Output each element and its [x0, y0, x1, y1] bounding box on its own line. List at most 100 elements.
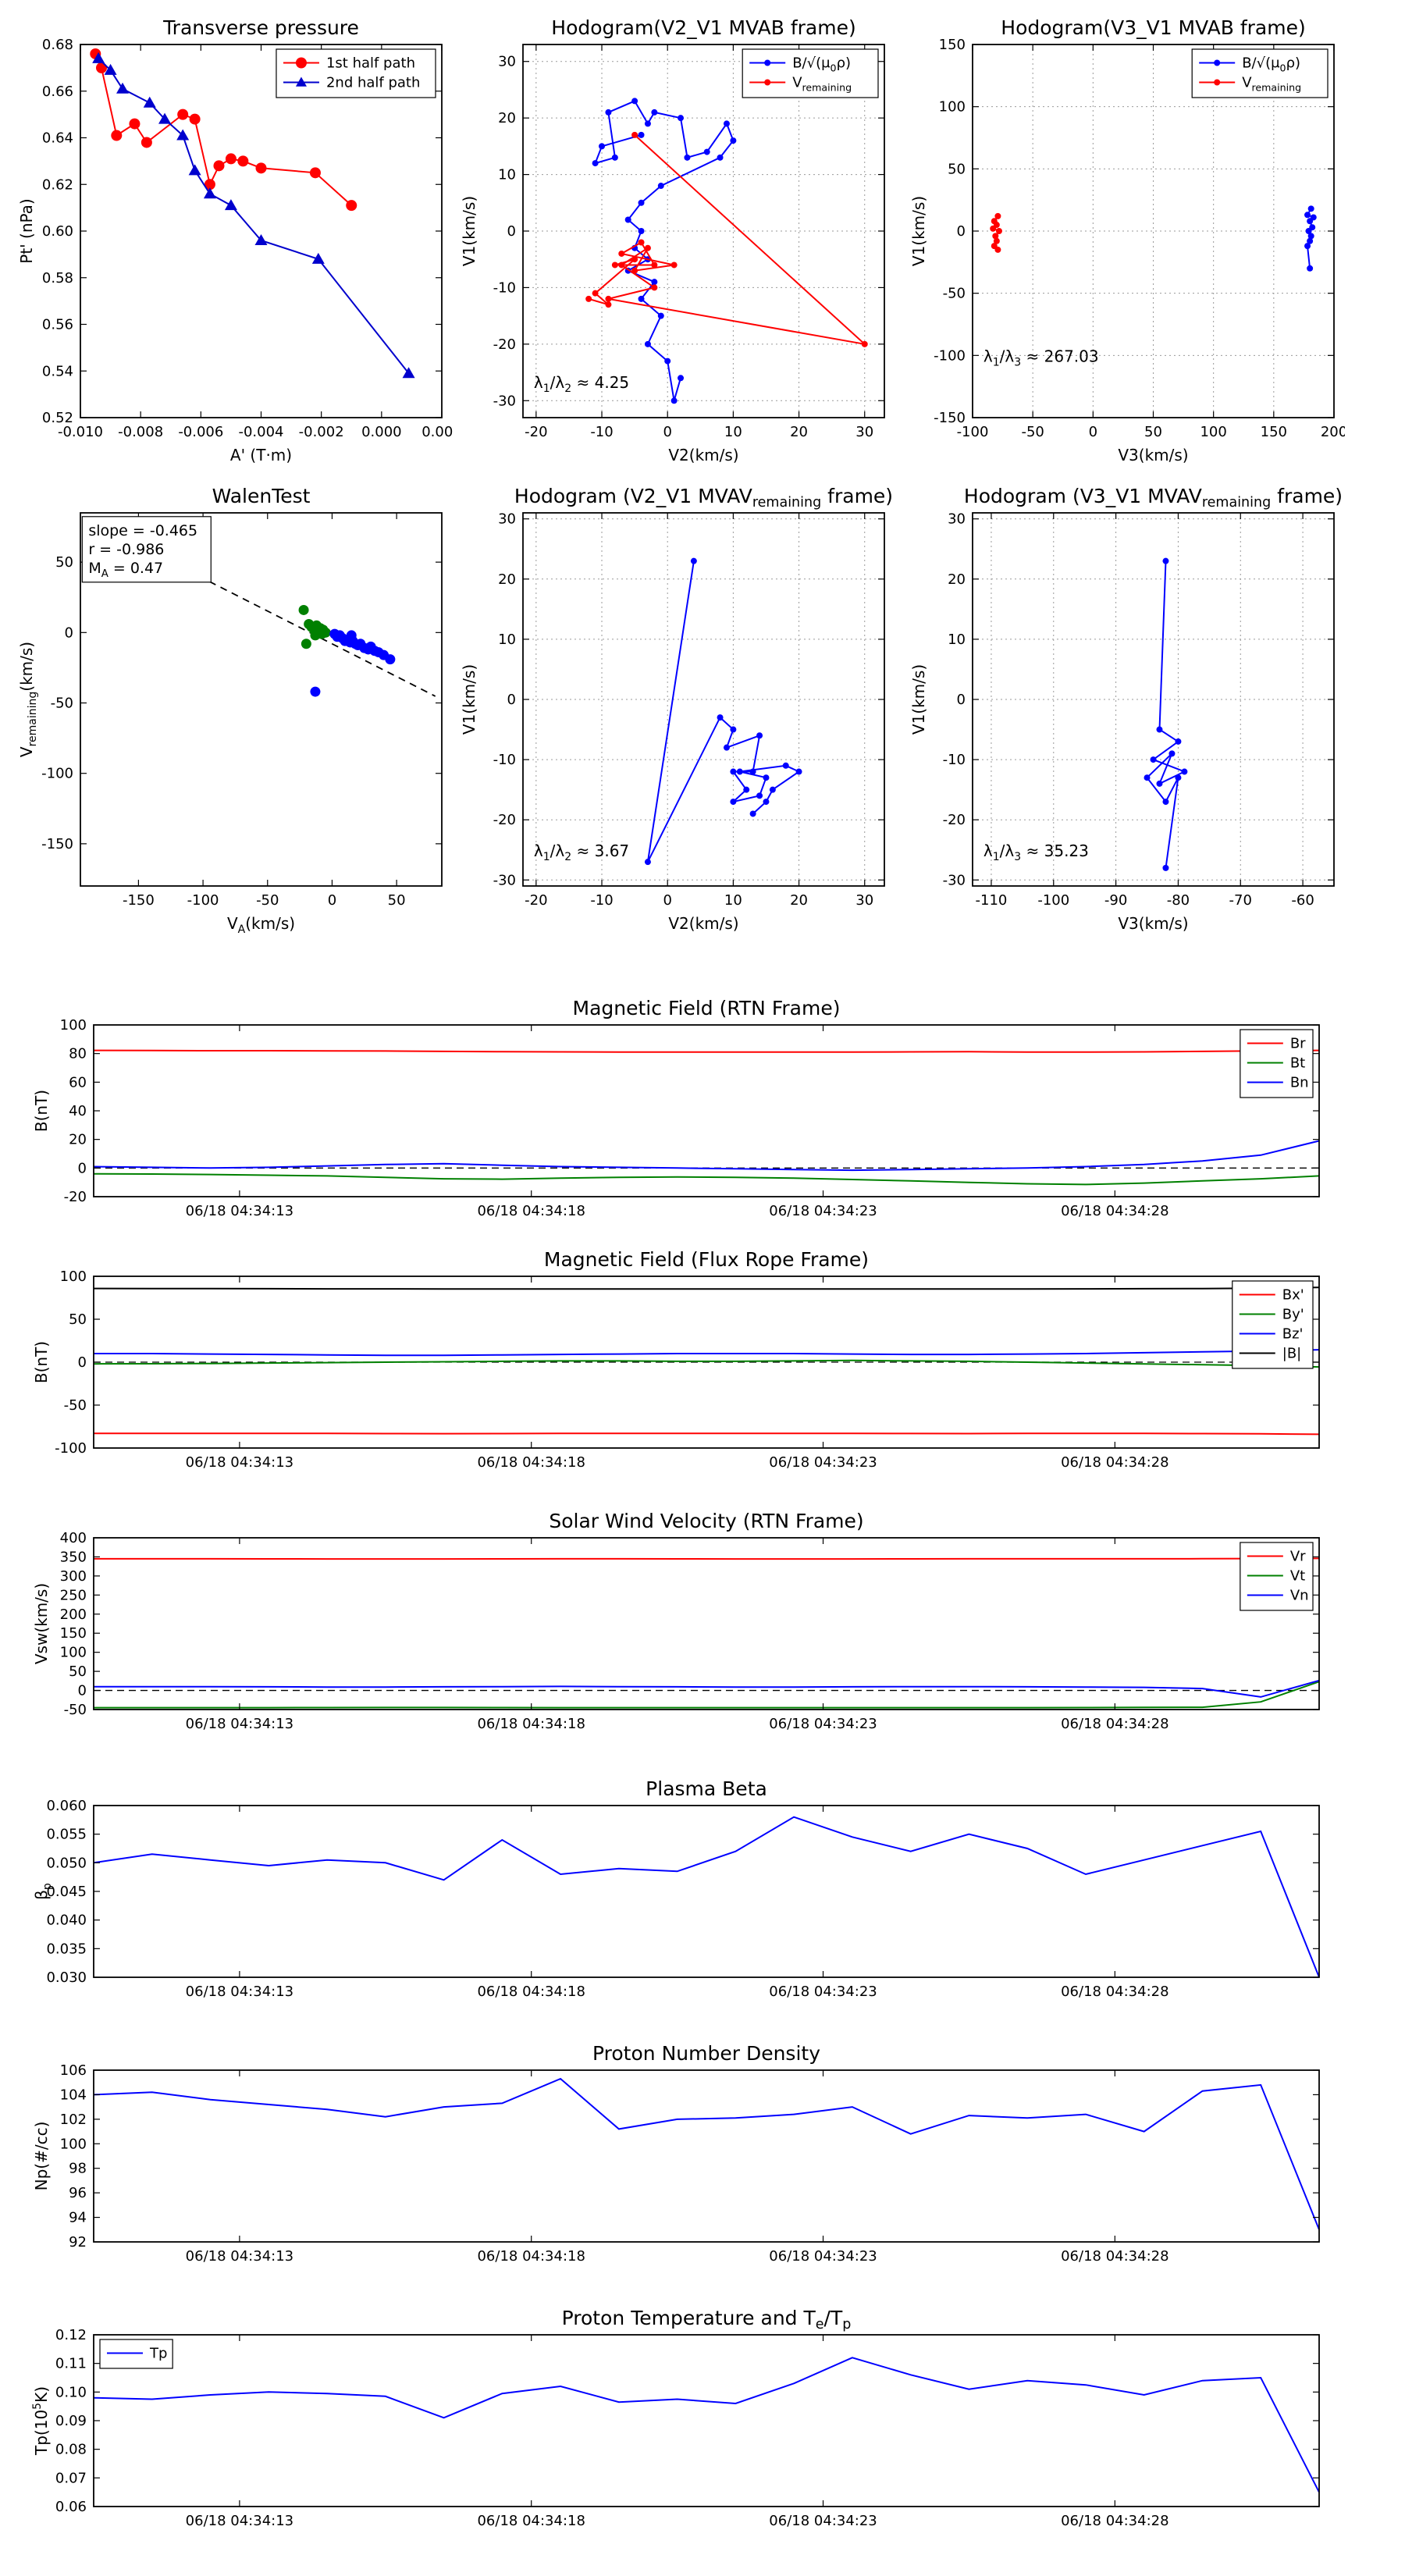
svg-text:06/18 04:34:23: 06/18 04:34:23	[769, 2513, 877, 2529]
svg-text:-0.006: -0.006	[178, 424, 223, 440]
plasma-beta-ylabel: βp	[32, 1883, 54, 1900]
svg-text:06/18 04:34:18: 06/18 04:34:18	[477, 1203, 585, 1219]
magnetic-field-flux-rope-legend: Bx' By' Bz' |B|	[1232, 1280, 1314, 1369]
svg-text:40: 40	[69, 1103, 87, 1119]
walen-test-title: WalenTest	[212, 485, 311, 507]
svg-text:-20: -20	[493, 812, 516, 828]
svg-text:-50: -50	[64, 1702, 87, 1718]
hodogram-v3v1-mvav-xlabel: V3(km/s)	[1118, 914, 1188, 933]
svg-text:10: 10	[724, 424, 742, 440]
svg-text:0.050: 0.050	[46, 1855, 87, 1871]
hodogram-v2v1-mvab-legend: B/√(μ0ρ)Vremaining	[742, 48, 879, 98]
svg-text:Vremaining: Vremaining	[792, 75, 852, 94]
svg-text:50: 50	[55, 554, 73, 571]
svg-text:0.055: 0.055	[46, 1827, 87, 1843]
svg-text:10: 10	[498, 167, 516, 183]
walen-test-xlabel: VA(km/s)	[227, 914, 295, 936]
svg-text:10: 10	[724, 892, 742, 909]
svg-text:-10: -10	[493, 752, 516, 768]
svg-text:0: 0	[507, 692, 516, 708]
svg-text:-20: -20	[943, 812, 966, 828]
solar-wind-velocity-ylabel: Vsw(km/s)	[32, 1583, 51, 1664]
svg-text:-100: -100	[187, 892, 219, 909]
svg-text:06/18 04:34:23: 06/18 04:34:23	[769, 1716, 877, 1732]
hodogram-v2v1-mvab-chart: -20 -10 0 10 20 30 -30 -20 -10 0 10 20 30 Hodogram(V2…	[454, 12, 895, 472]
proton-temperature-chart: 06/18 04:34:13 06/18 04:34:18 06/18 04:34:…	[31, 2305, 1343, 2539]
svg-text:06/18 04:34:18: 06/18 04:34:18	[477, 2248, 585, 2265]
hodogram-v2v1-mvav-title: Hodogram (V2_V1 MVAVremaining frame)	[514, 485, 893, 511]
magnetic-field-rtn-canvas: 06/18 04:34:13 06/18 04:34:18 06/18 04:34:…	[32, 997, 1320, 1219]
svg-text:30: 30	[498, 511, 516, 528]
svg-text:06/18 04:34:23: 06/18 04:34:23	[769, 1454, 877, 1471]
svg-text:-0.004: -0.004	[238, 424, 283, 440]
svg-text:-100: -100	[41, 766, 73, 782]
svg-text:-110: -110	[976, 892, 1008, 909]
svg-text:-50: -50	[64, 1397, 87, 1414]
svg-text:Vremaining: Vremaining	[1242, 75, 1301, 94]
svg-text:100: 100	[60, 2136, 87, 2152]
svg-text:10: 10	[948, 632, 966, 648]
svg-text:-80: -80	[1167, 892, 1190, 909]
svg-text:80: 80	[69, 1046, 87, 1062]
svg-text:102: 102	[60, 2112, 87, 2128]
svg-text:0.040: 0.040	[46, 1912, 87, 1929]
transverse-pressure-legend: 1st half path 2nd half path	[276, 48, 436, 98]
svg-text:20: 20	[498, 571, 516, 588]
hodogram-v2v1-mvav-annotation: λ1/λ2 ≈ 3.67	[534, 841, 629, 863]
svg-text:200: 200	[60, 1606, 87, 1623]
proton-temperature-legend: Tp	[99, 2339, 173, 2369]
walen-test-ylabel: Vremaining(km/s)	[17, 642, 39, 757]
transverse-pressure-ylabel: Pt' (nPa)	[17, 198, 36, 263]
svg-text:20: 20	[790, 424, 808, 440]
svg-text:0: 0	[78, 1160, 87, 1176]
svg-text:50: 50	[388, 892, 406, 909]
svg-text:104: 104	[60, 2087, 87, 2103]
svg-text:98: 98	[69, 2161, 87, 2177]
hodogram-v3v1-mvab-annotation: λ1/λ3 ≈ 267.03	[984, 347, 1099, 368]
svg-text:-0.010: -0.010	[58, 424, 103, 440]
svg-text:06/18 04:34:23: 06/18 04:34:23	[769, 1203, 877, 1219]
svg-text:06/18 04:34:28: 06/18 04:34:28	[1061, 2248, 1168, 2265]
hodogram-v3v1-mvav-annotation: λ1/λ3 ≈ 35.23	[984, 841, 1089, 863]
svg-text:0: 0	[507, 223, 516, 240]
svg-text:06/18 04:34:18: 06/18 04:34:18	[477, 1984, 585, 2000]
svg-text:06/18 04:34:23: 06/18 04:34:23	[769, 2248, 877, 2265]
svg-text:06/18 04:34:28: 06/18 04:34:28	[1061, 1716, 1168, 1732]
svg-text:06/18 04:34:13: 06/18 04:34:13	[186, 1454, 293, 1471]
svg-text:0.56: 0.56	[42, 317, 73, 333]
svg-text:0: 0	[1089, 424, 1097, 440]
svg-text:20: 20	[69, 1132, 87, 1148]
svg-text:06/18 04:34:13: 06/18 04:34:13	[186, 1984, 293, 2000]
magnetic-field-rtn-chart: 06/18 04:34:13 06/18 04:34:18 06/18 04:34:…	[31, 995, 1343, 1229]
svg-text:92: 92	[69, 2234, 87, 2250]
svg-text:0.64: 0.64	[42, 130, 73, 147]
svg-text:60: 60	[69, 1074, 87, 1091]
svg-text:2nd half path: 2nd half path	[326, 75, 420, 91]
svg-text:Bz': Bz'	[1282, 1326, 1304, 1343]
svg-text:06/18 04:34:13: 06/18 04:34:13	[186, 2248, 293, 2265]
svg-text:250: 250	[60, 1587, 87, 1603]
svg-text:100: 100	[1200, 424, 1226, 440]
svg-text:350: 350	[60, 1549, 87, 1565]
svg-text:-0.008: -0.008	[118, 424, 163, 440]
svg-text:300: 300	[60, 1568, 87, 1585]
svg-text:Vn: Vn	[1290, 1588, 1309, 1604]
magnetic-field-rtn-legend: Br Bt Bn	[1240, 1029, 1314, 1098]
svg-text:100: 100	[60, 1645, 87, 1661]
plasma-beta-chart: 06/18 04:34:13 06/18 04:34:18 06/18 04:34:…	[31, 1776, 1343, 2010]
svg-text:-60: -60	[1291, 892, 1314, 909]
svg-text:06/18 04:34:13: 06/18 04:34:13	[186, 1716, 293, 1732]
svg-text:06/18 04:34:23: 06/18 04:34:23	[769, 1984, 877, 2000]
svg-text:0.06: 0.06	[55, 2499, 87, 2515]
svg-text:150: 150	[1261, 424, 1287, 440]
hodogram-v2v1-mvav-xlabel: V2(km/s)	[668, 914, 738, 933]
transverse-pressure-canvas: -0.010 -0.008 -0.006 -0.004 -0.002 0.000 0.002…	[17, 16, 453, 464]
svg-text:100: 100	[60, 1017, 87, 1034]
svg-text:0: 0	[663, 424, 671, 440]
hodogram-v2v1-mvav-ylabel: V1(km/s)	[460, 664, 478, 735]
svg-text:0.035: 0.035	[46, 1941, 87, 1957]
hodogram-v3v1-mvab-title: Hodogram(V3_V1 MVAB frame)	[1001, 16, 1305, 39]
walen-test-annotation-line: MA = 0.47	[88, 560, 163, 580]
svg-text:-90: -90	[1104, 892, 1127, 909]
